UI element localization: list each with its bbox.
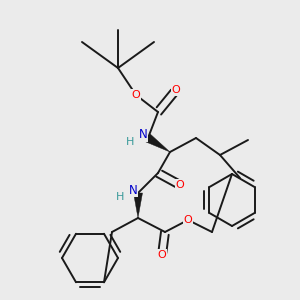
- Text: O: O: [132, 90, 140, 100]
- Text: H: H: [126, 137, 134, 147]
- Text: O: O: [158, 250, 166, 260]
- Text: O: O: [184, 215, 192, 225]
- Text: H: H: [116, 192, 124, 202]
- Text: N: N: [139, 128, 147, 142]
- Text: N: N: [129, 184, 137, 196]
- Polygon shape: [146, 134, 170, 152]
- Text: O: O: [176, 180, 184, 190]
- Text: O: O: [172, 85, 180, 95]
- Polygon shape: [134, 193, 142, 218]
